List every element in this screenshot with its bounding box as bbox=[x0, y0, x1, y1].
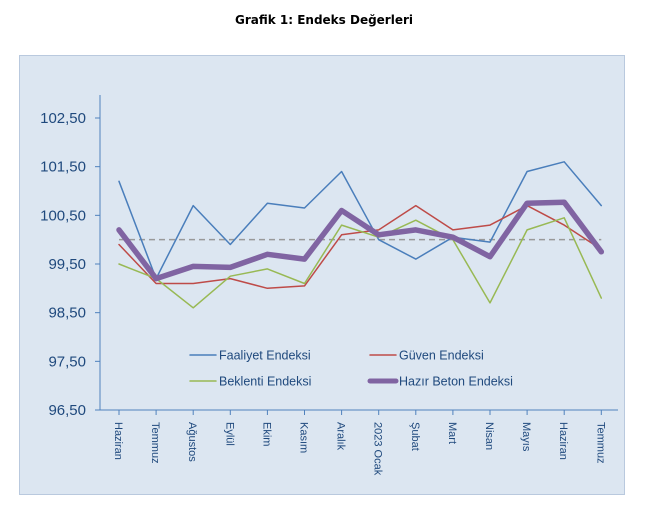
x-tick-label: Ağustos bbox=[186, 422, 198, 462]
x-tick-label: Haziran bbox=[557, 422, 569, 460]
y-tick-label: 97,50 bbox=[48, 353, 86, 370]
x-tick-label: Eylül bbox=[223, 422, 235, 446]
y-tick-label: 99,50 bbox=[48, 256, 86, 273]
y-tick-label: 102,50 bbox=[40, 110, 86, 127]
chart-title: Grafik 1: Endeks Değerleri bbox=[234, 13, 414, 27]
series-line-g-ven-endeksi bbox=[118, 204, 603, 290]
x-tick-label: Temmuz bbox=[594, 422, 606, 464]
legend-label: Beklenti Endeksi bbox=[219, 375, 311, 389]
legend-label: Hazır Beton Endeksi bbox=[399, 375, 513, 389]
x-tick-label: 2023 Ocak bbox=[372, 422, 384, 476]
legend-label: Güven Endeksi bbox=[399, 349, 484, 363]
x-tick-label: Ekim bbox=[260, 422, 272, 446]
y-tick-label: 101,50 bbox=[40, 159, 86, 176]
series-line-beklenti-endeksi bbox=[118, 217, 603, 309]
y-tick-label: 100,50 bbox=[40, 207, 86, 224]
series-line-faaliyet-endeksi bbox=[118, 161, 603, 280]
chart-area bbox=[19, 55, 625, 495]
x-tick-label: Nisan bbox=[483, 422, 495, 450]
x-tick-label: Mayıs bbox=[520, 422, 532, 452]
x-tick-label: Şubat bbox=[409, 422, 421, 451]
legend-label: Faaliyet Endeksi bbox=[219, 349, 311, 363]
y-tick-label: 96,50 bbox=[48, 402, 86, 419]
x-tick-label: Temmuz bbox=[149, 422, 161, 464]
x-tick-label: Mart bbox=[446, 422, 458, 444]
y-tick-label: 98,50 bbox=[48, 305, 86, 322]
x-tick-label: Kasım bbox=[298, 422, 310, 453]
x-tick-label: Haziran bbox=[112, 422, 124, 460]
x-tick-label: Aralık bbox=[335, 422, 347, 451]
series-line-haz-r-beton-endeksi bbox=[116, 199, 605, 282]
